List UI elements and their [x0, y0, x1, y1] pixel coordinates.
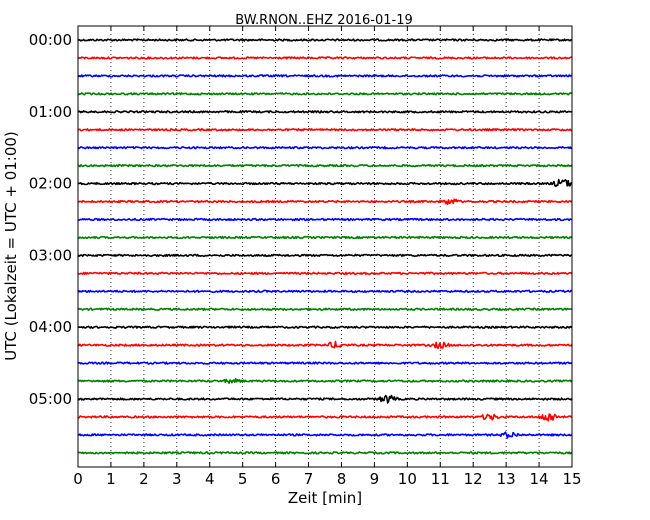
seismic-trace — [77, 74, 573, 78]
grid — [110, 26, 540, 467]
x-tick-label: 7 — [304, 470, 314, 488]
seismic-trace — [78, 217, 573, 222]
seismic-trace — [77, 235, 573, 240]
seismic-trace — [77, 56, 573, 60]
seismic-trace — [77, 253, 573, 258]
y-axis-label: UTC (Lokalzeit = UTC + 01:00) — [2, 131, 20, 361]
seismic-trace — [77, 451, 573, 455]
x-tick-label: 1 — [106, 470, 116, 488]
y-tick-label: 04:00 — [29, 318, 72, 336]
seismic-trace — [77, 110, 573, 114]
x-axis-label: Zeit [min] — [288, 489, 362, 507]
x-tick-label: 12 — [464, 470, 483, 488]
x-tick-label: 6 — [271, 470, 281, 488]
seismic-trace — [77, 163, 573, 168]
seismic-trace — [77, 128, 573, 132]
seismic-trace — [77, 431, 573, 439]
x-axis: 0 1 2 3 4 5 6 7 8 9 10 11 12 13 14 15 — [73, 26, 582, 488]
y-axis: 00:00 01:00 02:00 03:00 04:00 05:00 — [29, 31, 572, 408]
x-tick-label: 9 — [370, 470, 380, 488]
x-tick-label: 10 — [398, 470, 417, 488]
seismic-trace — [77, 271, 573, 276]
y-tick-label: 05:00 — [29, 390, 72, 408]
seismic-trace — [77, 92, 573, 96]
seismic-trace — [77, 394, 573, 404]
y-tick-label: 01:00 — [29, 103, 72, 121]
seismic-trace — [77, 377, 573, 385]
seismic-trace — [77, 289, 573, 293]
x-tick-label: 13 — [497, 470, 516, 488]
seismic-trace — [77, 340, 573, 350]
x-tick-label: 11 — [431, 470, 450, 488]
seismic-trace — [77, 361, 573, 365]
x-tick-label: 3 — [172, 470, 182, 488]
x-tick-label: 2 — [139, 470, 149, 488]
x-tick-label: 14 — [530, 470, 549, 488]
seismic-trace — [77, 38, 573, 42]
seismic-trace — [77, 413, 573, 422]
seismic-trace — [77, 146, 573, 150]
x-tick-label: 8 — [337, 470, 347, 488]
seismic-trace — [77, 307, 573, 311]
traces — [77, 38, 573, 455]
y-tick-label: 02:00 — [29, 175, 72, 193]
x-tick-label: 15 — [562, 470, 581, 488]
x-tick-label: 5 — [238, 470, 248, 488]
plot-frame — [77, 25, 573, 468]
chart-title: BW.RNON..EHZ 2016-01-19 — [235, 13, 413, 28]
x-tick-label: 4 — [205, 470, 215, 488]
y-tick-label: 03:00 — [29, 246, 72, 264]
seismic-trace — [77, 325, 573, 329]
y-tick-label: 00:00 — [29, 31, 72, 49]
seismic-trace — [77, 198, 573, 206]
x-tick-label: 0 — [73, 470, 83, 488]
seismic-trace — [77, 178, 573, 188]
